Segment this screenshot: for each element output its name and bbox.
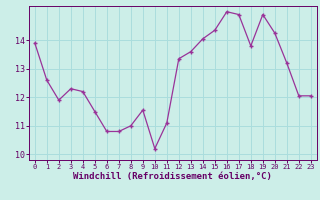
X-axis label: Windchill (Refroidissement éolien,°C): Windchill (Refroidissement éolien,°C)	[73, 172, 272, 181]
